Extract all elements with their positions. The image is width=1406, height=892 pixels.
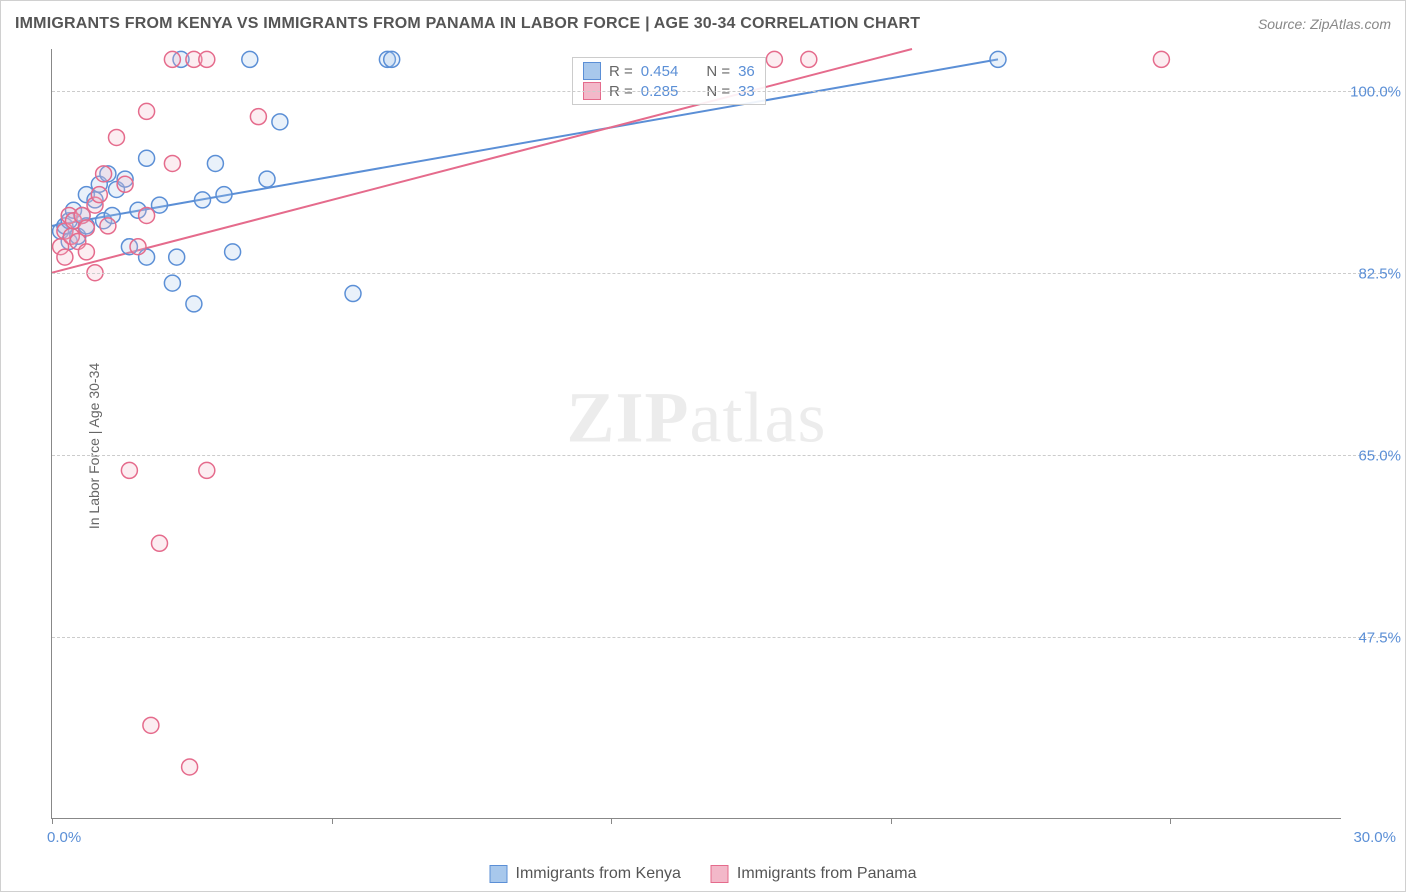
data-point <box>216 187 232 203</box>
data-point <box>242 51 258 67</box>
data-point <box>345 286 361 302</box>
data-point <box>57 249 73 265</box>
data-point <box>109 129 125 145</box>
data-point <box>164 275 180 291</box>
legend-item: Immigrants from Kenya <box>490 865 681 883</box>
title-row: IMMIGRANTS FROM KENYA VS IMMIGRANTS FROM… <box>15 15 1391 33</box>
source-attribution: Source: ZipAtlas.com <box>1258 16 1391 32</box>
data-point <box>272 114 288 130</box>
data-point <box>100 218 116 234</box>
legend-item: Immigrants from Panama <box>711 865 917 883</box>
data-point <box>139 150 155 166</box>
chart-container: IMMIGRANTS FROM KENYA VS IMMIGRANTS FROM… <box>0 0 1406 892</box>
data-point <box>207 155 223 171</box>
legend-row: R = 0.454 N = 36 <box>583 62 755 80</box>
data-point <box>250 109 266 125</box>
gridline-h <box>52 455 1391 456</box>
data-point <box>78 244 94 260</box>
data-point <box>130 239 146 255</box>
x-tick <box>332 818 333 824</box>
data-point <box>199 51 215 67</box>
correlation-legend: R =0.454N =36R =0.285N =33 <box>572 57 766 105</box>
trend-line <box>52 49 912 273</box>
data-point <box>766 51 782 67</box>
data-point <box>195 192 211 208</box>
data-point <box>139 103 155 119</box>
data-point <box>186 296 202 312</box>
data-point <box>259 171 275 187</box>
x-tick <box>611 818 612 824</box>
legend-n-value: 36 <box>738 63 755 80</box>
data-point <box>117 176 133 192</box>
data-point <box>78 220 94 236</box>
data-point <box>801 51 817 67</box>
chart-title: IMMIGRANTS FROM KENYA VS IMMIGRANTS FROM… <box>15 15 920 33</box>
data-point <box>143 717 159 733</box>
data-point <box>164 51 180 67</box>
data-point <box>199 462 215 478</box>
x-axis-max-label: 30.0% <box>1353 829 1396 846</box>
x-tick <box>1170 818 1171 824</box>
x-axis-min-label: 0.0% <box>47 829 81 846</box>
x-tick <box>52 818 53 824</box>
plot-area: ZIPatlas R =0.454N =36R =0.285N =33 0.0%… <box>51 49 1341 819</box>
y-tick-label: 65.0% <box>1358 447 1401 464</box>
data-point <box>139 207 155 223</box>
legend-swatch <box>711 865 729 883</box>
legend-n-label: N = <box>706 63 730 80</box>
data-point <box>152 535 168 551</box>
y-tick-label: 47.5% <box>1358 629 1401 646</box>
data-point <box>121 462 137 478</box>
y-tick-label: 82.5% <box>1358 265 1401 282</box>
x-tick <box>891 818 892 824</box>
legend-swatch <box>490 865 508 883</box>
data-point <box>182 759 198 775</box>
series-legend: Immigrants from Kenya Immigrants from Pan… <box>490 865 917 883</box>
scatter-plot-svg <box>52 49 1341 818</box>
legend-swatch <box>583 62 601 80</box>
y-tick-label: 100.0% <box>1350 83 1401 100</box>
legend-r-label: R = <box>609 63 633 80</box>
data-point <box>1153 51 1169 67</box>
data-point <box>384 51 400 67</box>
data-point <box>164 155 180 171</box>
data-point <box>96 166 112 182</box>
data-point <box>91 187 107 203</box>
gridline-h <box>52 273 1391 274</box>
legend-series-label: Immigrants from Panama <box>737 865 917 883</box>
legend-r-value: 0.454 <box>641 63 679 80</box>
gridline-h <box>52 91 1391 92</box>
gridline-h <box>52 637 1391 638</box>
legend-series-label: Immigrants from Kenya <box>516 865 681 883</box>
data-point <box>990 51 1006 67</box>
data-point <box>225 244 241 260</box>
data-point <box>169 249 185 265</box>
